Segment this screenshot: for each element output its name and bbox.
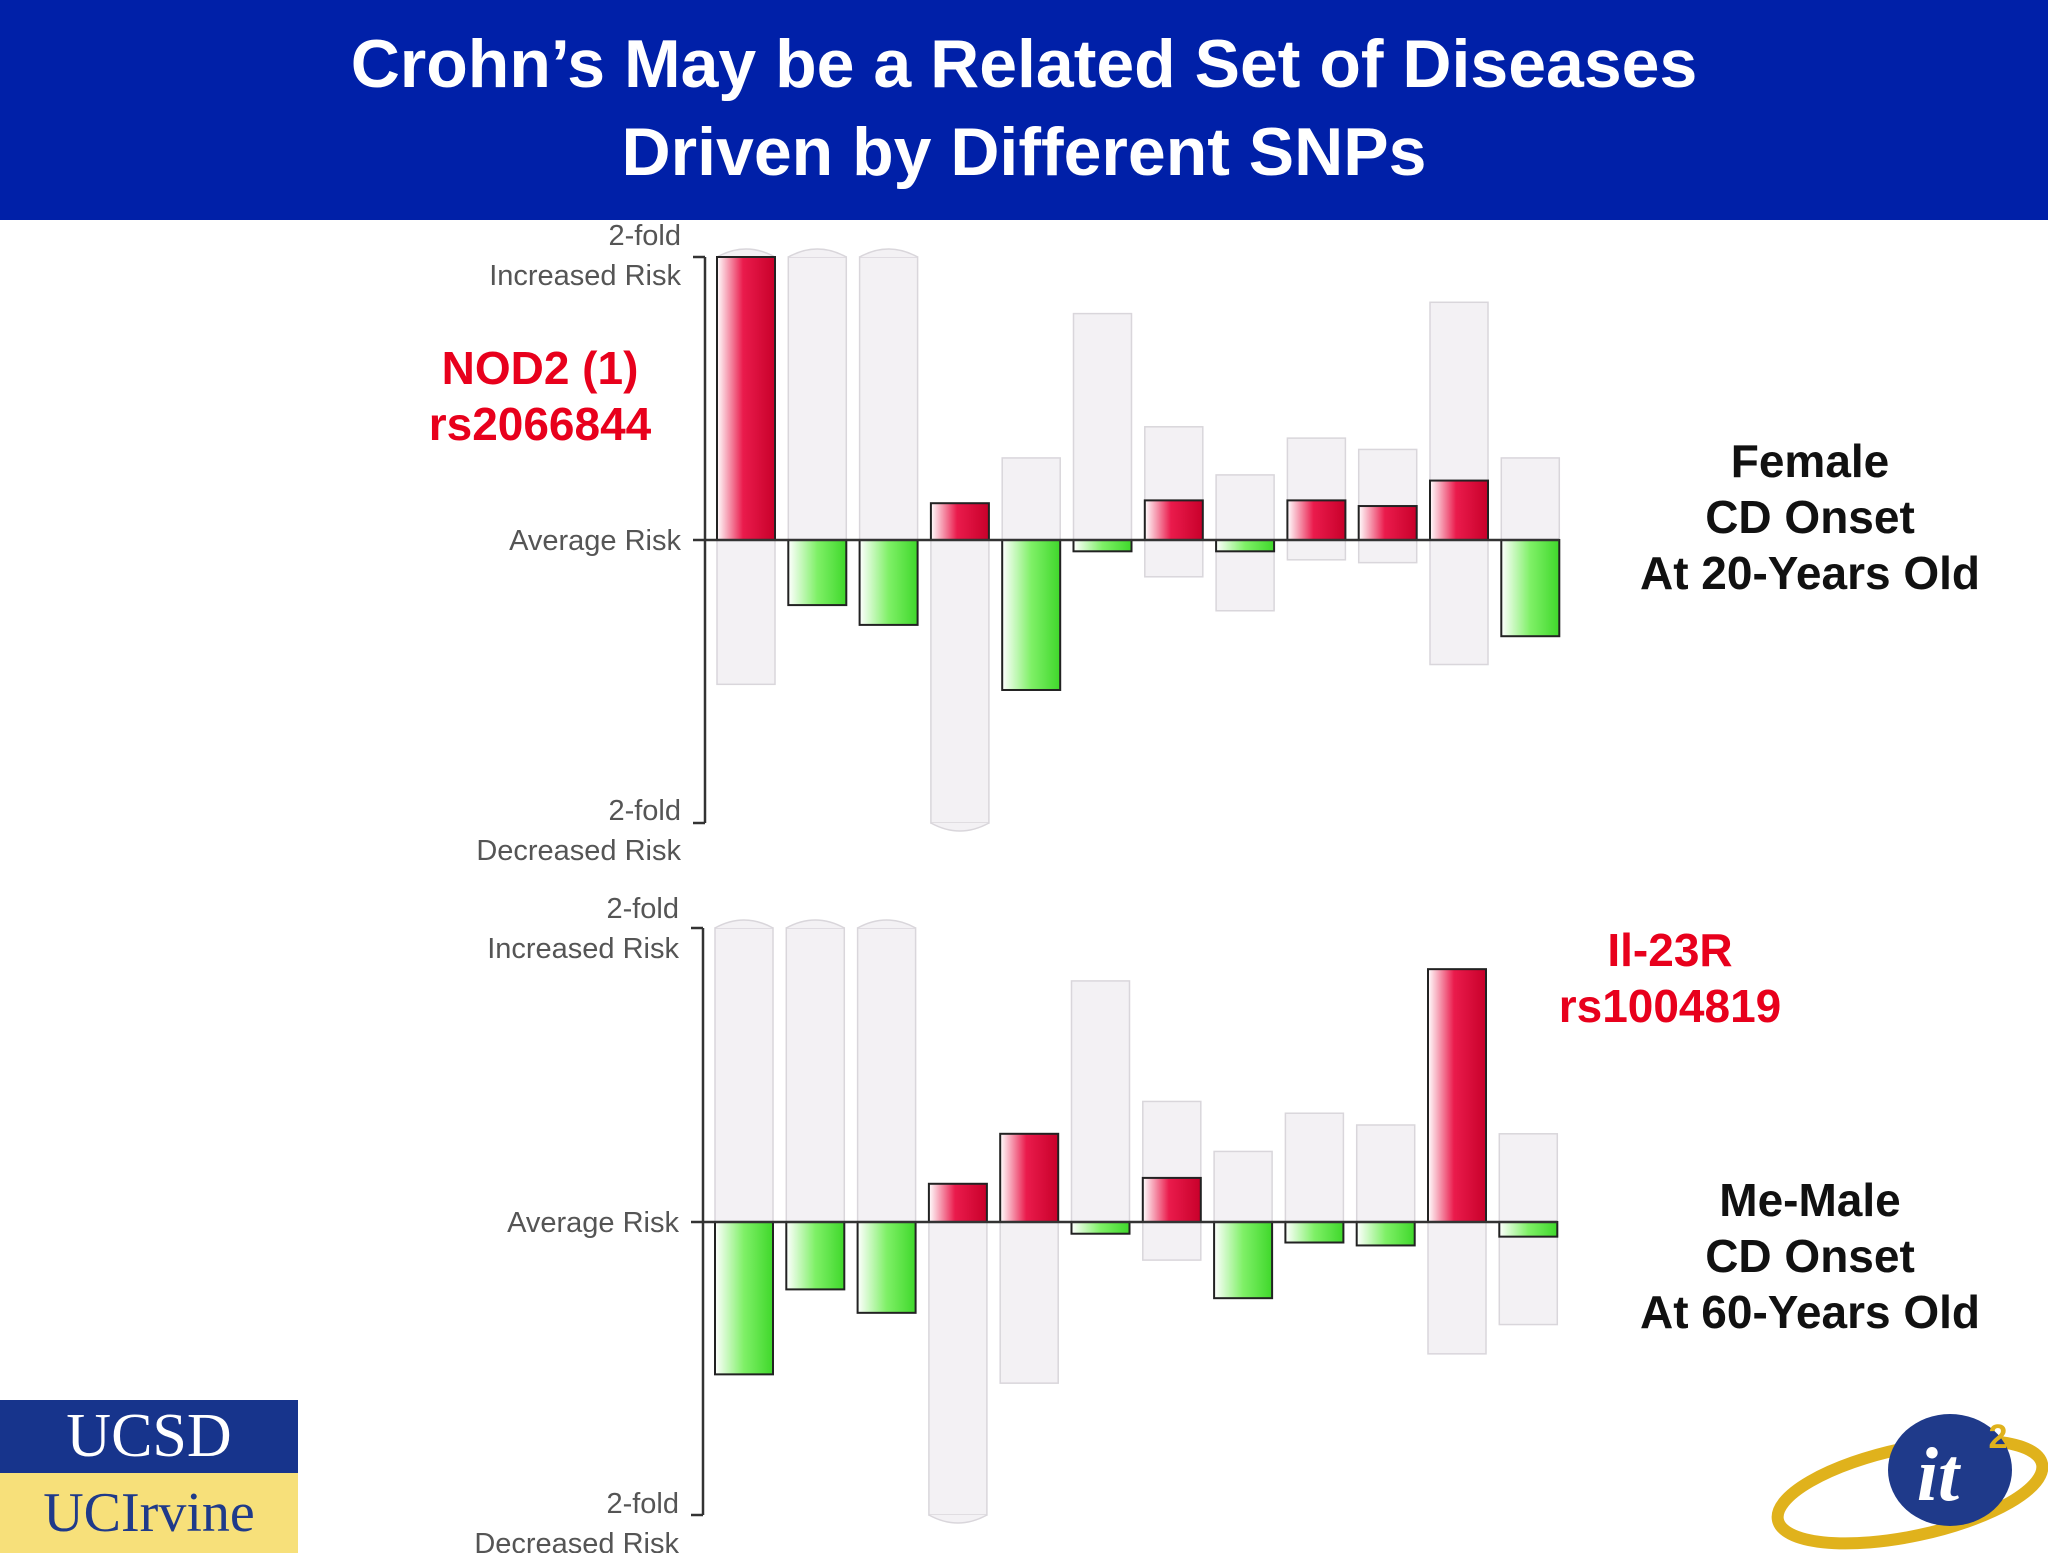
- increased-risk-bar: [1141, 1176, 1202, 1224]
- ucirvine-logo: UCIrvine: [0, 1473, 298, 1553]
- il23r-annotation: Il-23R rs1004819: [1540, 922, 1800, 1034]
- range-bar: [928, 1221, 988, 1516]
- range-bar: [856, 927, 917, 1223]
- increased-risk-bar: [1286, 499, 1347, 542]
- il23r-gene-label: Il-23R: [1607, 924, 1733, 976]
- range-bar: [1355, 1124, 1416, 1223]
- bottom-panel-label: Me-Male CD Onset At 60-Years Old: [1610, 1172, 2010, 1340]
- y-tick-label-top-line2: Increased Risk: [487, 933, 679, 965]
- decreased-risk-bar: [714, 1221, 774, 1376]
- range-bar: [1070, 980, 1131, 1223]
- decreased-risk-bar: [1215, 539, 1276, 553]
- title-banner: Crohn’s May be a Related Set of Diseases…: [0, 0, 2048, 220]
- range-bar: [1001, 457, 1061, 541]
- decreased-risk-bar: [1213, 1221, 1274, 1300]
- range-cap-top: [716, 248, 776, 258]
- range-bar: [787, 256, 848, 541]
- decreased-risk-bar: [1498, 1221, 1559, 1238]
- increased-risk-bar: [999, 1132, 1060, 1224]
- top-panel-label-line2: CD Onset: [1705, 491, 1915, 543]
- bottom-panel-label-line3: At 60-Years Old: [1639, 1286, 1981, 1338]
- decreased-risk-bar: [785, 1221, 846, 1291]
- range-bar: [1213, 1150, 1273, 1223]
- range-bar: [1072, 312, 1133, 541]
- y-tick-label-bottom-line2: Decreased Risk: [474, 1528, 679, 1553]
- y-tick-label-top-line1: 2-fold: [606, 893, 679, 925]
- range-cap-top: [714, 919, 774, 929]
- y-tick-label-top-line2: Increased Risk: [489, 260, 681, 292]
- range-cap-top: [859, 248, 918, 258]
- range-bar: [1286, 437, 1347, 561]
- decreased-risk-bar: [858, 539, 919, 626]
- range-bar: [858, 256, 919, 541]
- ucsd-logo: UCSD: [0, 1400, 298, 1473]
- increased-risk-bar: [1357, 505, 1418, 542]
- y-tick-label-top-line1: 2-fold: [608, 220, 681, 252]
- range-bar: [999, 1221, 1059, 1384]
- range-cap-top: [857, 919, 916, 929]
- il23r-snp-label: rs1004819: [1558, 980, 1782, 1032]
- increased-risk-bar: [1427, 968, 1487, 1223]
- increased-risk-bar: [929, 502, 990, 541]
- range-cap-bottom: [928, 1514, 988, 1524]
- it2-logo-superscript: 2: [1989, 1418, 2008, 1456]
- top-risk-chart: 2-fold Increased Risk Average Risk 2-fold De…: [476, 220, 1561, 867]
- it2-logo-text: it: [1917, 1433, 1962, 1517]
- bottom-panel-label-line2: CD Onset: [1705, 1230, 1915, 1282]
- slide-title-line2: Driven by Different SNPs: [621, 114, 1427, 190]
- range-bar: [714, 927, 774, 1223]
- y-tick-label-middle: Average Risk: [507, 1207, 679, 1239]
- range-bar: [1284, 1112, 1345, 1223]
- y-tick-label-bottom-line1: 2-fold: [608, 795, 681, 827]
- decreased-risk-bar: [1355, 1221, 1416, 1247]
- slide-title-line1: Crohn’s May be a Related Set of Diseases: [350, 26, 1698, 102]
- top-panel-label-line1: Female: [1730, 435, 1890, 487]
- bottom-risk-chart: 2-fold Increased Risk Average Risk 2-fold De…: [474, 893, 1559, 1553]
- decreased-risk-bar: [1284, 1221, 1345, 1244]
- increased-risk-bar: [927, 1182, 988, 1224]
- decreased-risk-bar: [1500, 539, 1561, 638]
- increased-risk-bar: [716, 256, 776, 541]
- y-tick-label-bottom-line1: 2-fold: [606, 1488, 679, 1520]
- it2-logo: it 2: [1771, 1414, 2048, 1550]
- range-cap-top: [787, 248, 847, 258]
- y-tick-label-middle: Average Risk: [509, 525, 681, 557]
- decreased-risk-bar: [787, 539, 848, 607]
- range-cap-top: [785, 919, 845, 929]
- top-panel-label-line3: At 20-Years Old: [1639, 547, 1981, 599]
- range-bar: [930, 539, 990, 824]
- nod2-annotation: NOD2 (1) rs2066844: [410, 340, 670, 452]
- decreased-risk-bar: [1072, 539, 1133, 553]
- bottom-panel-label-line1: Me-Male: [1719, 1174, 1901, 1226]
- increased-risk-bar: [1429, 479, 1489, 542]
- decreased-risk-bar: [856, 1221, 917, 1314]
- decreased-risk-bar: [1070, 1221, 1131, 1235]
- y-tick-label-bottom-line2: Decreased Risk: [476, 835, 681, 867]
- top-panel-label: Female CD Onset At 20-Years Old: [1610, 433, 2010, 601]
- nod2-snp-label: rs2066844: [428, 398, 652, 450]
- range-cap-bottom: [930, 822, 990, 832]
- range-bar: [785, 927, 846, 1223]
- increased-risk-bar: [1143, 499, 1204, 542]
- range-bar: [1500, 457, 1561, 541]
- decreased-risk-bar: [1001, 539, 1062, 691]
- nod2-gene-label: NOD2 (1): [441, 342, 639, 394]
